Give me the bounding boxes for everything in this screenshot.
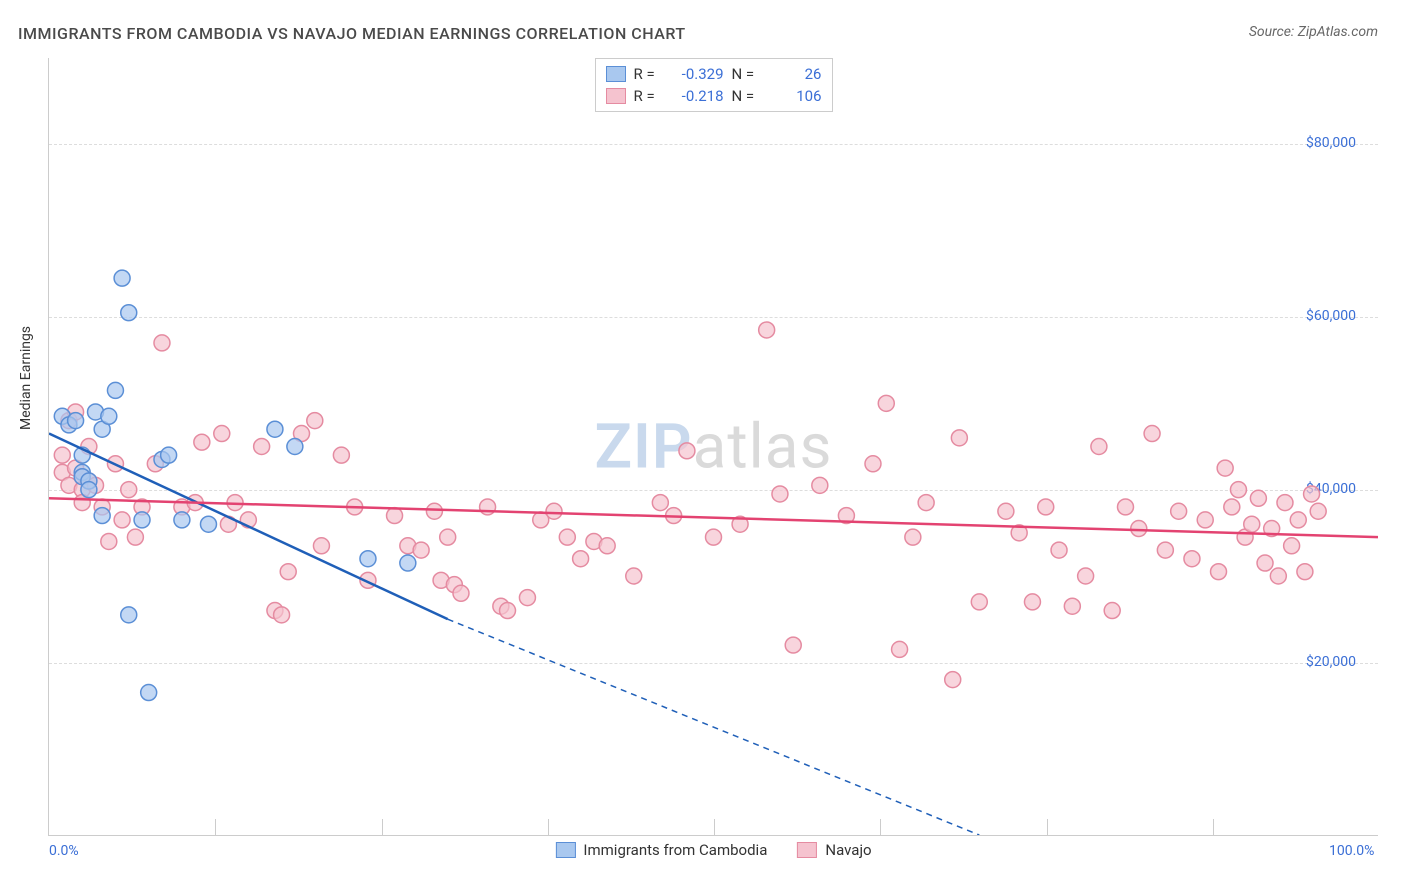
r-value-navajo: -0.218: [674, 87, 724, 105]
legend-item-cambodia: Immigrants from Cambodia: [555, 841, 767, 859]
chart-title: IMMIGRANTS FROM CAMBODIA VS NAVAJO MEDIA…: [18, 24, 686, 43]
legend-label-navajo: Navajo: [825, 841, 871, 859]
x-tick-label: 100.0%: [1329, 843, 1374, 859]
source-attribution: Source: ZipAtlas.com: [1249, 24, 1378, 40]
r-label: R =: [634, 65, 666, 83]
y-axis-label: Median Earnings: [18, 326, 34, 430]
swatch-navajo: [606, 88, 626, 104]
legend-row-navajo: R = -0.218 N = 106: [606, 85, 822, 107]
swatch-navajo: [797, 842, 817, 858]
swatch-cambodia: [555, 842, 575, 858]
series-legend: Immigrants from Cambodia Navajo: [555, 841, 871, 859]
correlation-legend: R = -0.329 N = 26 R = -0.218 N = 106: [595, 58, 833, 112]
n-value-cambodia: 26: [772, 65, 822, 83]
n-label: N =: [732, 65, 764, 83]
legend-item-navajo: Navajo: [797, 841, 871, 859]
scatter-svg: [49, 58, 1378, 835]
chart-plot-area: ZIPatlas R = -0.329 N = 26 R = -0.218 N …: [48, 58, 1378, 836]
n-label: N =: [732, 87, 764, 105]
legend-row-cambodia: R = -0.329 N = 26: [606, 63, 822, 85]
n-value-navajo: 106: [772, 87, 822, 105]
swatch-cambodia: [606, 66, 626, 82]
r-value-cambodia: -0.329: [674, 65, 724, 83]
r-label: R =: [634, 87, 666, 105]
x-tick-label: 0.0%: [49, 843, 79, 859]
legend-label-cambodia: Immigrants from Cambodia: [583, 841, 767, 859]
